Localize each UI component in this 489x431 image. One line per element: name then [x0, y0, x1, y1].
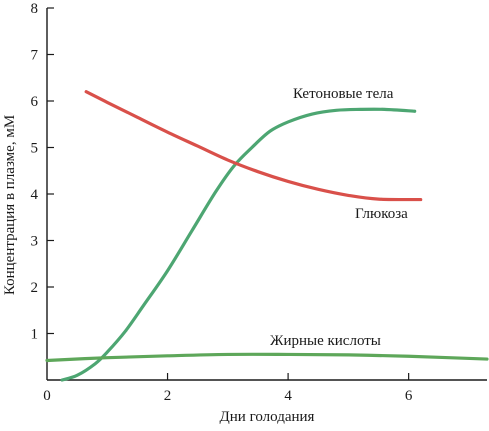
series-labels: Кетоновые тела Глюкоза Жирные кислоты — [270, 86, 408, 349]
y-tick-label: 1 — [31, 327, 39, 343]
y-tick-label: 3 — [31, 234, 39, 250]
y-tick-label: 7 — [31, 48, 39, 64]
x-tick-label: 4 — [284, 388, 292, 404]
axes — [46, 8, 487, 381]
y-axis-title: Концентрация в плазме, мМ — [2, 115, 18, 295]
x-ticks: 0 2 4 6 — [43, 373, 413, 404]
y-tick-label: 6 — [31, 94, 39, 110]
x-axis-title: Дни голодания — [220, 409, 315, 425]
ketone-bodies-label: Кетоновые тела — [293, 86, 394, 102]
y-tick-label: 8 — [31, 1, 39, 17]
y-tick-label: 5 — [31, 141, 39, 157]
fatty-acids-label: Жирные кислоты — [270, 333, 381, 349]
series-layer — [45, 90, 489, 382]
x-tick-label: 0 — [43, 388, 51, 404]
fatty-acids-line — [45, 352, 489, 363]
y-ticks: 1 2 3 4 5 6 7 8 — [31, 1, 54, 343]
x-tick-label: 6 — [405, 388, 413, 404]
x-tick-label: 2 — [164, 388, 172, 404]
glucose-label: Глюкоза — [355, 206, 408, 222]
y-tick-label: 2 — [31, 280, 39, 296]
ketone-bodies-line — [60, 107, 417, 382]
y-tick-label: 4 — [31, 187, 39, 203]
glucose-line — [84, 90, 423, 202]
